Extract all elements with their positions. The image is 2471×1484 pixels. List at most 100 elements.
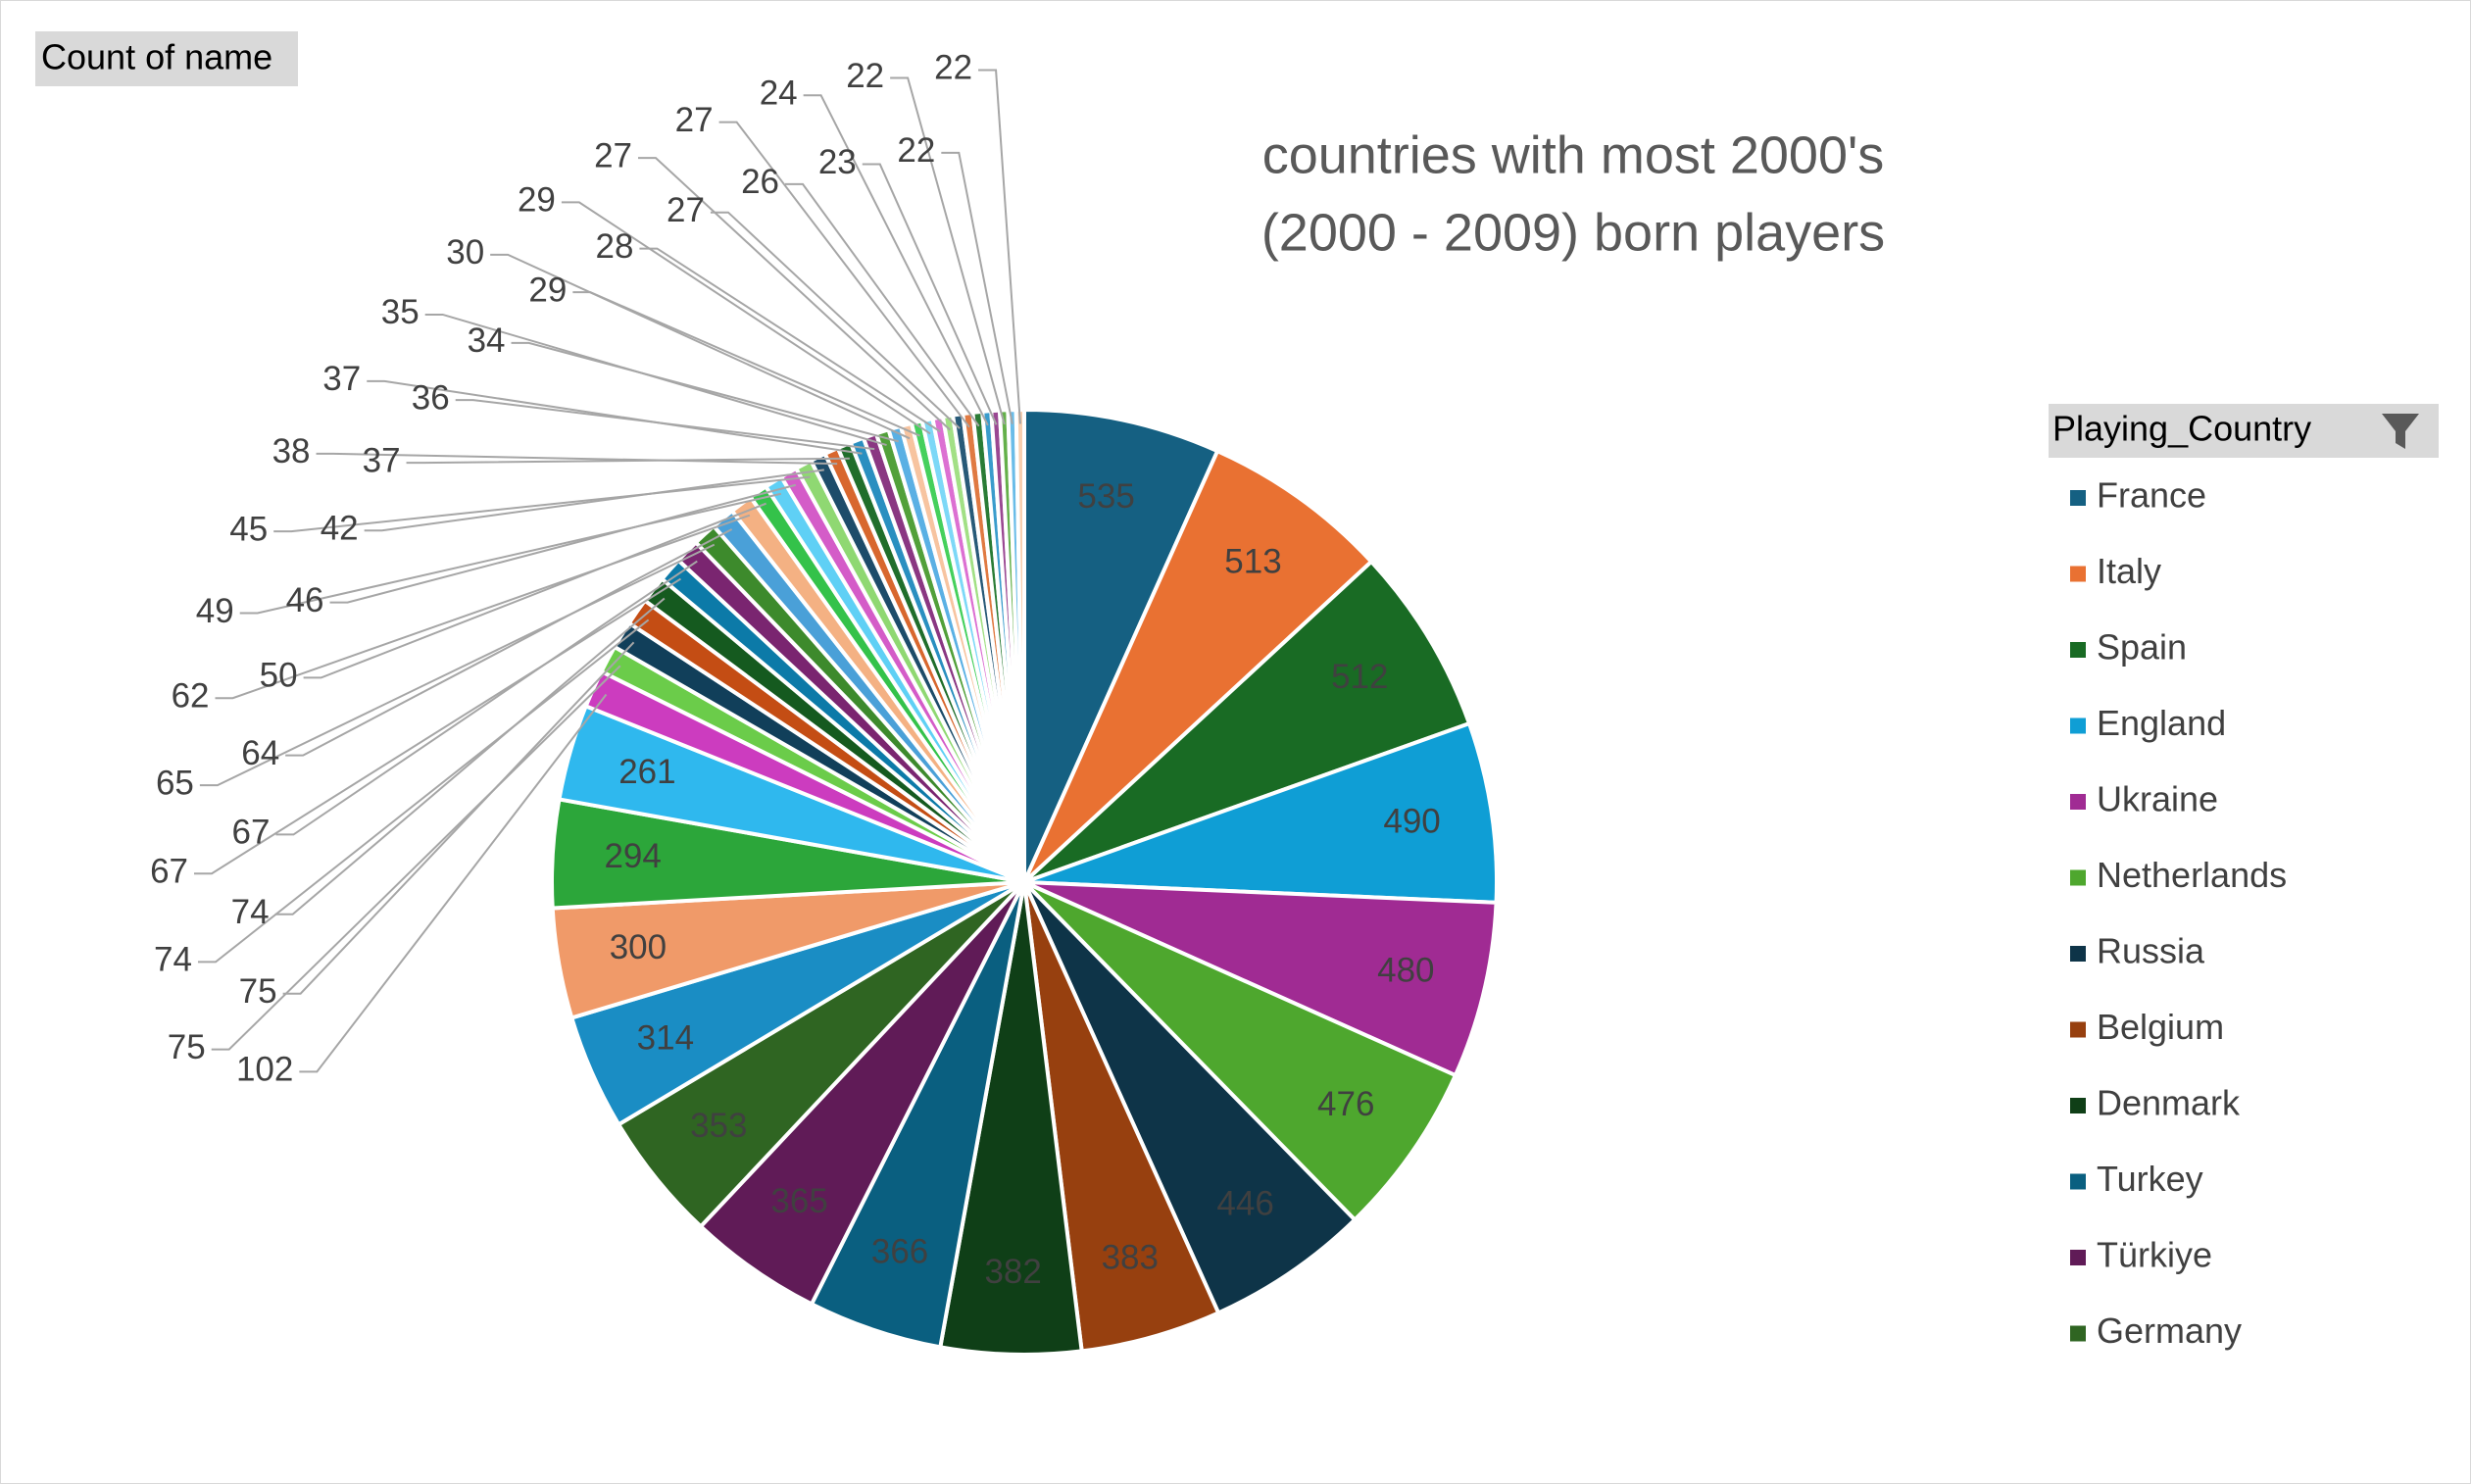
pie-slice: [1022, 721, 1499, 905]
data-label: 27: [675, 101, 714, 139]
data-label: 36: [412, 378, 450, 417]
data-label: 27: [594, 136, 632, 174]
data-label: 365: [770, 1182, 827, 1220]
legend-text: France: [2097, 475, 2206, 516]
leader-line: [890, 76, 1006, 425]
data-label: 67: [150, 852, 188, 890]
data-label: 38: [272, 432, 311, 470]
legend-header[interactable]: Playing_Country: [2049, 404, 2439, 458]
data-label: 46: [286, 581, 324, 619]
leader-line: [329, 483, 797, 604]
leader-line: [638, 157, 951, 431]
pie-slice: [1022, 559, 1471, 884]
field-button[interactable]: Count of name: [35, 31, 298, 86]
data-label: 490: [1383, 803, 1440, 841]
data-label: 42: [321, 510, 359, 548]
leader-line: [303, 502, 766, 679]
field-button-box[interactable]: [35, 31, 298, 86]
data-label: 37: [322, 360, 361, 398]
legend-text: Germany: [2097, 1311, 2242, 1351]
data-label: 34: [468, 322, 506, 360]
data-label: 102: [236, 1051, 293, 1089]
data-label: 45: [229, 510, 268, 548]
data-label: 24: [760, 74, 798, 113]
leader-line: [710, 211, 961, 429]
pie-slice: [1022, 880, 1458, 1222]
data-label: 50: [260, 657, 298, 695]
leader-line: [511, 341, 899, 443]
pie-slice: [1022, 408, 1220, 884]
data-label: 62: [172, 676, 210, 715]
legend-text: Denmark: [2097, 1083, 2241, 1123]
legend-marker: [2070, 1325, 2086, 1342]
legend: France Italy Spain England Ukraine Netherland…: [2070, 475, 2287, 1351]
data-label: 28: [595, 227, 633, 266]
chart-title: countries with most 2000's: [1262, 125, 1885, 184]
legend-marker: [2070, 869, 2086, 886]
leader-line: [285, 528, 733, 757]
leader-line: [364, 469, 824, 532]
pie-slice: [1022, 880, 1499, 1078]
legend-marker: [2070, 566, 2086, 582]
pie-slice: [1022, 880, 1358, 1315]
leader-line: [803, 94, 989, 426]
leader-line: [862, 163, 998, 425]
data-label: 314: [637, 1019, 694, 1058]
data-label: 74: [154, 941, 192, 979]
legend-marker: [2070, 794, 2086, 810]
leader-line: [941, 151, 1013, 424]
leader-line: [572, 291, 921, 437]
data-label: 29: [528, 271, 567, 309]
legend-marker: [2070, 1250, 2086, 1265]
data-label: 513: [1224, 542, 1281, 580]
data-label: 366: [871, 1233, 928, 1271]
data-label: 353: [690, 1107, 747, 1145]
leader-line: [367, 379, 863, 455]
leader-line: [299, 693, 608, 1073]
data-label: 22: [897, 131, 935, 170]
data-label: 446: [1216, 1185, 1273, 1223]
filter-icon[interactable]: [2382, 414, 2419, 449]
legend-text: Italy: [2097, 551, 2161, 591]
data-label: 74: [231, 893, 270, 931]
data-label: 261: [618, 753, 675, 791]
legend-marker: [2070, 717, 2086, 734]
leader-line: [718, 121, 970, 428]
data-labels: 535 513 512 490 480 476 446 383 382 366 365 353 314 3…: [150, 49, 1441, 1291]
data-label: 512: [1331, 658, 1388, 696]
data-label: 75: [239, 972, 277, 1011]
legend-text: Ukraine: [2097, 779, 2218, 819]
data-label: 535: [1077, 477, 1134, 516]
legend-text: Türkiye: [2097, 1235, 2212, 1275]
legend-marker: [2070, 1173, 2086, 1190]
leader-line: [215, 514, 751, 700]
data-label: 476: [1317, 1085, 1374, 1123]
leader-line: [785, 182, 980, 427]
legend-text: England: [2097, 703, 2226, 743]
leader-line: [424, 313, 887, 447]
legend-text: Spain: [2097, 627, 2187, 668]
data-label: 382: [984, 1253, 1041, 1291]
data-label: 26: [741, 163, 779, 201]
data-label: 23: [818, 143, 857, 181]
legend-title[interactable]: Playing_Country: [2052, 409, 2311, 449]
data-label: 35: [381, 293, 420, 331]
chart-subtitle: (2000 - 2009) born players: [1261, 203, 1885, 262]
data-label: 49: [196, 592, 234, 630]
leader-line: [455, 399, 875, 451]
field-button-label[interactable]: Count of name: [41, 37, 272, 77]
legend-marker: [2070, 490, 2086, 506]
legend-header-box[interactable]: [2049, 404, 2439, 458]
legend-text: Russia: [2097, 931, 2205, 971]
data-label: 300: [610, 928, 667, 966]
legend-marker: [2070, 1021, 2086, 1038]
leader-line: [561, 201, 931, 435]
leader-line: [406, 457, 850, 465]
legend-marker: [2070, 642, 2086, 658]
data-label: 29: [518, 181, 556, 220]
data-label: 67: [232, 814, 271, 852]
legend-text: Turkey: [2097, 1159, 2203, 1199]
data-label: 65: [156, 764, 194, 802]
data-label: 294: [604, 837, 661, 875]
